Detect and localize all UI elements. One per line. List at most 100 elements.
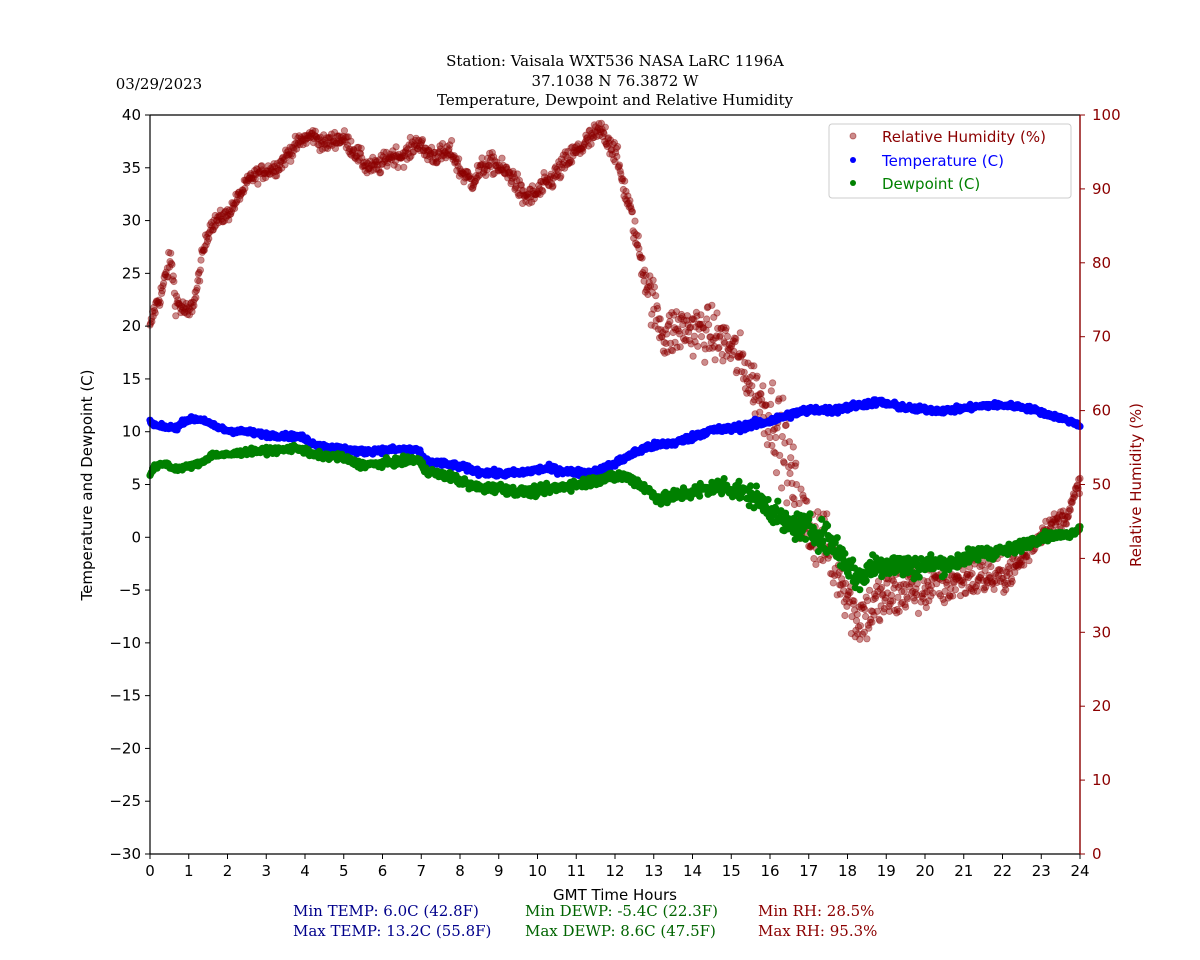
rh-point [485,161,493,169]
rh-point [150,306,159,315]
rh-point [300,132,308,140]
rh-point [300,135,308,143]
rh-point [154,299,162,308]
rh-point [449,155,457,163]
rh-point [251,167,259,175]
rh-point [249,174,257,182]
rh-point [493,158,501,166]
rh-point [375,156,383,164]
rh-point [434,153,442,161]
rh-point [471,177,480,186]
rh-point [697,311,705,319]
rh-point [787,454,795,462]
rh-point [158,287,166,295]
rh-point [324,134,332,142]
rh-point [238,186,246,194]
rh-point [368,160,376,168]
rh-point [628,208,637,216]
rh-point [231,200,239,208]
x-tick-label: 9 [494,862,504,880]
rh-point [291,132,299,140]
rh-point [865,624,873,632]
rh-point [740,368,748,376]
rh-point [354,157,362,165]
rh-point [340,127,348,135]
rh-point [334,132,342,140]
rh-point [266,170,274,178]
rh-point [166,257,174,266]
rh-point [353,143,361,152]
rh-point [541,176,549,185]
rh-point [469,184,477,192]
rh-point [483,166,491,174]
rh-point [460,170,469,178]
rh-point [217,211,225,219]
rh-point [190,302,198,310]
rh-point [404,149,412,157]
rh-point [280,155,288,163]
rh-point [196,266,204,274]
rh-point [556,174,564,182]
rh-point [263,167,271,175]
rh-point [221,208,229,216]
rh-point [393,153,401,161]
rh-point [257,162,265,170]
x-tick-label: 16 [760,862,779,880]
rh-point [436,142,444,150]
rh-point [408,138,416,146]
rh-point [478,154,486,162]
rh-point [1002,586,1010,594]
rh-point [841,611,849,620]
stat-min-temp: Min TEMP: 6.0C (42.8F) [293,902,479,920]
rh-point [168,260,176,269]
y-tick-label: 0 [131,528,141,546]
rh-point [446,141,454,149]
rh-point [196,277,204,285]
rh-point [428,157,436,165]
rh-point [736,329,744,337]
rh-point [305,129,314,137]
rh-point [560,164,569,172]
rh-point [557,155,566,163]
rh-point [394,150,403,158]
rh-point [389,147,397,155]
rh-point [245,174,254,182]
rh-point [307,130,316,138]
rh-point [676,343,684,351]
rh-point [493,164,502,172]
rh-point [170,277,178,286]
rh-point [180,304,188,312]
rh-point [499,161,507,169]
rh-point [292,145,301,153]
rh-point [551,164,559,172]
rh-point [723,332,732,340]
rh-point [539,178,547,186]
x-tick-label: 13 [644,862,663,880]
rh-point [385,153,393,161]
rh-point [482,162,491,170]
rh-point [535,181,543,189]
rh-point [165,248,173,257]
rh-point [404,145,412,153]
rh-point [223,206,232,214]
rh-point [520,193,529,201]
rh-point [281,146,290,154]
x-tick-label: 2 [223,862,233,880]
dewpoint-point [862,577,870,585]
rh-point [400,152,409,160]
rh-point [288,143,296,152]
rh-point [305,132,313,140]
rh-point [387,156,396,164]
rh-point [376,168,385,176]
rh-point [167,249,175,257]
rh-point [447,137,456,145]
rh-point [776,451,784,459]
rh-point [465,173,473,181]
rh-point [968,569,976,578]
rh-point [287,157,295,165]
y-tick-label: 10 [122,423,141,441]
rh-point [561,148,569,156]
rh-point [382,155,390,163]
rh-point [504,174,512,182]
rh-point [548,180,556,188]
